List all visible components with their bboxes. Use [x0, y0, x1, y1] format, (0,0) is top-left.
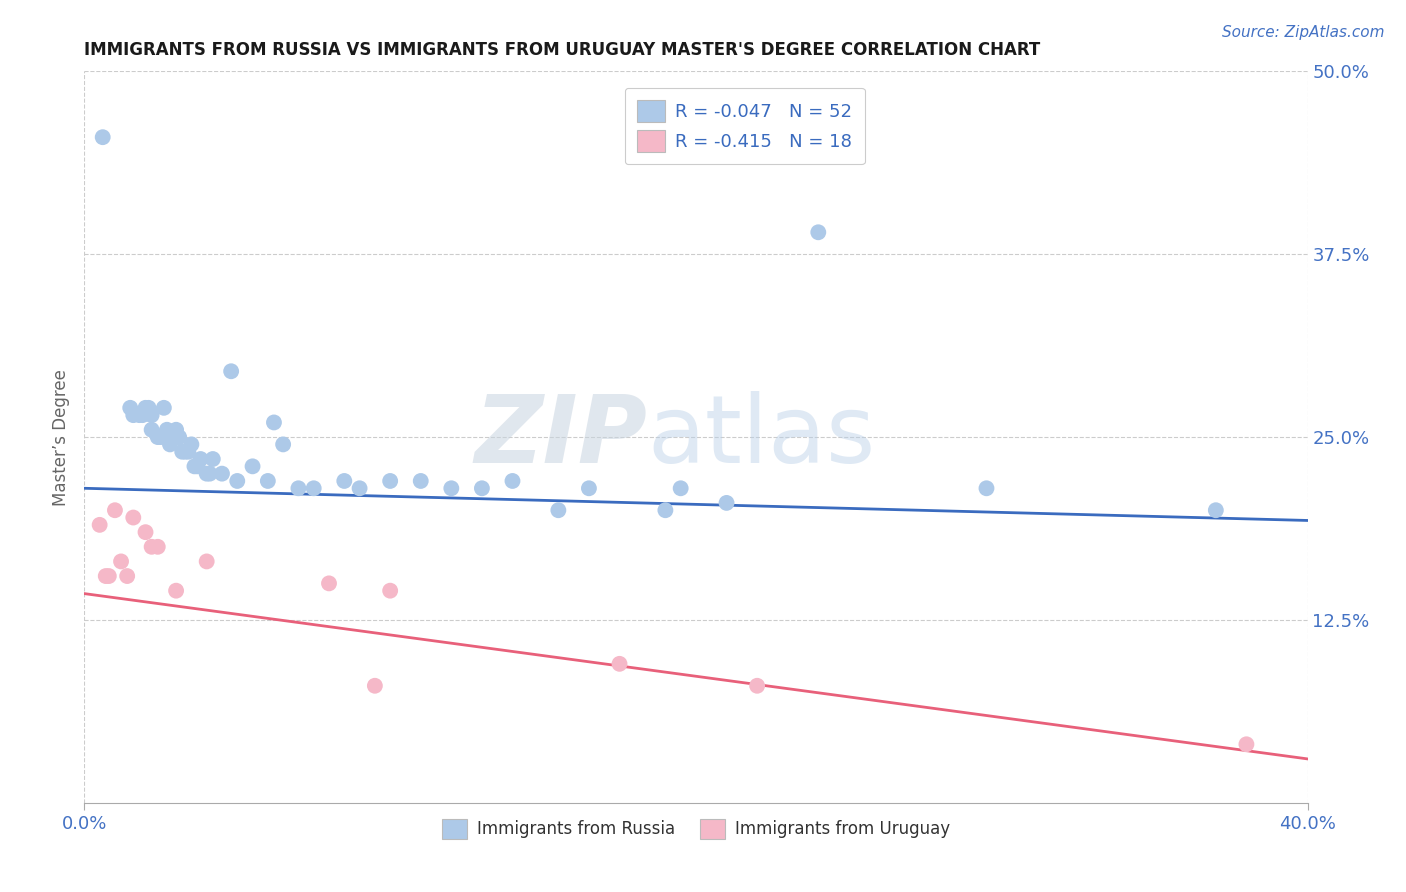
Text: IMMIGRANTS FROM RUSSIA VS IMMIGRANTS FROM URUGUAY MASTER'S DEGREE CORRELATION CH: IMMIGRANTS FROM RUSSIA VS IMMIGRANTS FRO… [84, 41, 1040, 59]
Text: atlas: atlas [647, 391, 876, 483]
Point [167, 430, 190, 444]
Point [141, 423, 163, 437]
Point [177, 444, 200, 458]
Point [153, 401, 176, 415]
Point [349, 481, 371, 495]
Point [654, 503, 676, 517]
Point [440, 481, 463, 495]
Point [226, 474, 249, 488]
Point [97, 569, 120, 583]
Point [219, 364, 242, 378]
Point [547, 503, 569, 517]
Point [115, 569, 138, 583]
Point [195, 467, 218, 481]
Point [333, 474, 356, 488]
Point [89, 517, 111, 532]
Point [201, 452, 224, 467]
Point [1236, 737, 1258, 751]
Point [146, 430, 169, 444]
Point [807, 225, 830, 239]
Point [716, 496, 738, 510]
Point [669, 481, 692, 495]
Point [159, 430, 181, 444]
Point [131, 408, 153, 422]
Text: Source: ZipAtlas.com: Source: ZipAtlas.com [1222, 25, 1385, 40]
Point [135, 525, 157, 540]
Point [195, 554, 218, 568]
Point [263, 416, 285, 430]
Point [380, 583, 402, 598]
Point [242, 459, 264, 474]
Point [156, 423, 179, 437]
Point [91, 130, 114, 145]
Point [128, 408, 150, 422]
Point [471, 481, 494, 495]
Point [138, 401, 160, 415]
Point [976, 481, 998, 495]
Point [122, 510, 145, 524]
Point [165, 423, 187, 437]
Point [120, 401, 142, 415]
Point [141, 540, 163, 554]
Point [180, 437, 202, 451]
Point [302, 481, 325, 495]
Point [257, 474, 280, 488]
Point [94, 569, 117, 583]
Point [165, 430, 187, 444]
Point [578, 481, 600, 495]
Point [211, 467, 233, 481]
Legend: Immigrants from Russia, Immigrants from Uruguay: Immigrants from Russia, Immigrants from … [436, 812, 956, 846]
Point [380, 474, 402, 488]
Point [165, 583, 187, 598]
Point [110, 554, 132, 568]
Point [104, 503, 127, 517]
Point [174, 444, 197, 458]
Point [287, 481, 309, 495]
Point [183, 459, 205, 474]
Point [146, 540, 169, 554]
Point [364, 679, 387, 693]
Point [502, 474, 524, 488]
Point [318, 576, 340, 591]
Point [198, 467, 221, 481]
Point [122, 408, 145, 422]
Point [149, 430, 172, 444]
Point [186, 459, 208, 474]
Point [409, 474, 432, 488]
Point [141, 408, 163, 422]
Y-axis label: Master’s Degree: Master’s Degree [52, 368, 70, 506]
Point [747, 679, 769, 693]
Point [1205, 503, 1227, 517]
Point [609, 657, 631, 671]
Point [135, 401, 157, 415]
Text: ZIP: ZIP [474, 391, 647, 483]
Point [271, 437, 294, 451]
Point [190, 452, 212, 467]
Point [159, 437, 181, 451]
Point [172, 444, 194, 458]
